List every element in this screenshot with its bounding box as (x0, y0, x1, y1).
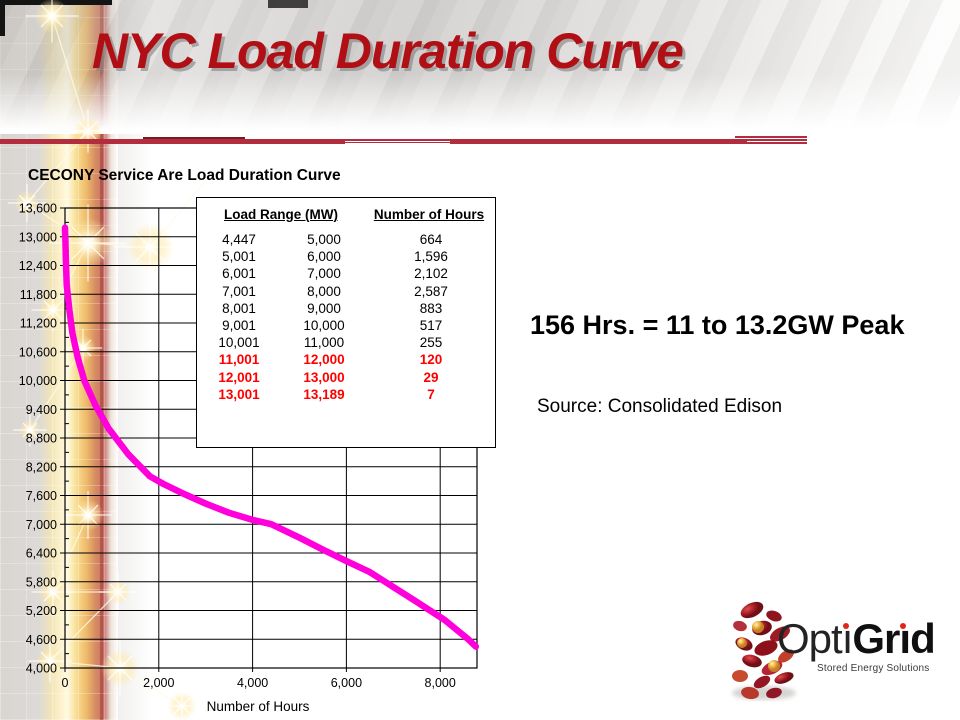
table-cell-hours: 664 (419, 232, 443, 247)
x-tick-label: 0 (62, 676, 69, 690)
logo-wordmark: Optı Grı d (777, 615, 936, 662)
y-tick-label: 9,400 (26, 403, 57, 417)
slide-title: NYC Load Duration Curve (92, 23, 684, 79)
table-cell-low: 4,447 (222, 232, 256, 247)
top-collage-band (0, 0, 960, 134)
logo-tagline: Stored Energy Solutions (817, 663, 930, 674)
starburst-icon (25, 0, 79, 43)
y-tick-label: 5,800 (26, 575, 57, 589)
table-cell-low: 12,001 (218, 369, 260, 385)
y-tick-label: 11,800 (20, 288, 57, 302)
table-cell-high: 13,189 (303, 386, 345, 402)
table-cell-low: 7,001 (222, 283, 256, 299)
logo-cluster-icon (732, 601, 796, 700)
table-cell-low: 10,001 (218, 335, 260, 351)
y-tick-label: 7,000 (26, 518, 57, 532)
divider-fork (747, 140, 807, 143)
table-cell-high: 7,000 (307, 266, 341, 282)
y-tick-label: 13,600 (19, 202, 57, 216)
starburst-icon (64, 491, 112, 539)
load-duration-curve (61, 224, 480, 650)
logo-text-grid: Grı d (852, 615, 935, 662)
table-cell-high: 13,000 (303, 369, 345, 385)
logo-letter-i: ı (841, 615, 854, 662)
table-cell-low: 6,001 (222, 266, 256, 282)
starburst-icon (31, 570, 75, 614)
divider-overline (735, 135, 807, 138)
table-cell-hours: 2,587 (414, 283, 448, 299)
peak-annotation: 156 Hrs. = 11 to 13.2GW Peak (530, 310, 905, 340)
logo-i-dot-icon (842, 623, 849, 629)
table-cell-low: 8,001 (222, 300, 256, 316)
y-tick-label: 7,600 (26, 489, 57, 503)
x-tick-label: 2,000 (143, 676, 174, 690)
source-note: Source: Consolidated Edison (537, 396, 783, 417)
logo-letter-i: ı (899, 615, 911, 662)
top-dark-patch (268, 0, 308, 8)
table-cell-high: 9,000 (307, 300, 341, 316)
divider-stripe (345, 140, 450, 142)
y-tick-label: 4,600 (26, 633, 57, 647)
table-cell-hours: 883 (419, 300, 443, 316)
starburst-icon (98, 572, 138, 612)
table-header-load-range: Load Range (MW) (224, 207, 338, 222)
title-divider-accent (143, 137, 245, 139)
table-cell-hours: 120 (419, 352, 443, 368)
x-tick-label: 4,000 (237, 676, 268, 690)
starburst-icon (31, 288, 75, 332)
starburst-icon (7, 183, 47, 223)
table-cell-low: 11,001 (218, 352, 260, 368)
table-cell-high: 5,000 (307, 232, 341, 247)
table-body: 4,447 5,000 664 5,001 6,000 1,596 6,001 7,000 2,… (197, 231, 495, 403)
table-cell-low: 5,001 (222, 249, 256, 265)
divider-stripe (345, 142, 450, 144)
y-tick-label: 13,000 (19, 230, 57, 244)
x-tick-label: 8,000 (425, 676, 456, 690)
optigrid-logo: Optı Grı d Stored Energy Solutions (720, 594, 945, 706)
table-header-row: Load Range (MW) Number of Hours (197, 198, 495, 222)
table-cell-low: 9,001 (222, 318, 256, 334)
y-tick-label: 10,000 (19, 374, 57, 388)
y-tick-label: 5,200 (26, 604, 57, 618)
y-tick-label: 4,000 (26, 662, 57, 676)
table-cell-high: 11,000 (303, 335, 345, 351)
table-cell-low: 13,001 (218, 386, 260, 402)
corner-mark-left (0, 0, 5, 36)
table-cell-high: 12,000 (303, 352, 345, 368)
chart-title: CECONY Service Are Load Duration Curve (28, 167, 341, 184)
table-cell-high: 8,000 (307, 283, 341, 299)
table-cell-high: 10,000 (303, 318, 345, 334)
table-cell-hours: 517 (419, 318, 443, 334)
starburst-icon (13, 413, 47, 447)
logo-i-dot-icon (900, 623, 907, 629)
table-cell-hours: 1,596 (414, 249, 448, 265)
starburst-icon (160, 684, 204, 720)
x-axis-label: Number of Hours (206, 699, 310, 714)
y-tick-label: 8,800 (26, 432, 57, 446)
starburst-icon (49, 204, 127, 282)
table-cell-hours: 2,102 (414, 266, 448, 282)
table-cell-hours: 29 (423, 369, 439, 385)
table-header-hours: Number of Hours (373, 207, 485, 222)
x-tick-label: 6,000 (331, 676, 362, 690)
logo-text-opti: Optı (777, 615, 854, 662)
table-cell-high: 6,000 (307, 249, 341, 265)
y-tick-label: 6,400 (26, 547, 57, 561)
y-tick-label: 12,400 (19, 259, 57, 273)
y-tick-label: 8,200 (26, 460, 57, 474)
starburst-icon (28, 639, 72, 683)
y-tick-label: 11,200 (20, 317, 57, 331)
table-cell-hours: 255 (419, 335, 443, 351)
y-tick-label: 10,600 (19, 345, 57, 359)
table-cell-hours: 7 (427, 386, 435, 402)
load-range-table: Load Range (MW) Number of Hours 4,447 5,0… (196, 197, 496, 448)
starburst-icon (66, 109, 110, 153)
